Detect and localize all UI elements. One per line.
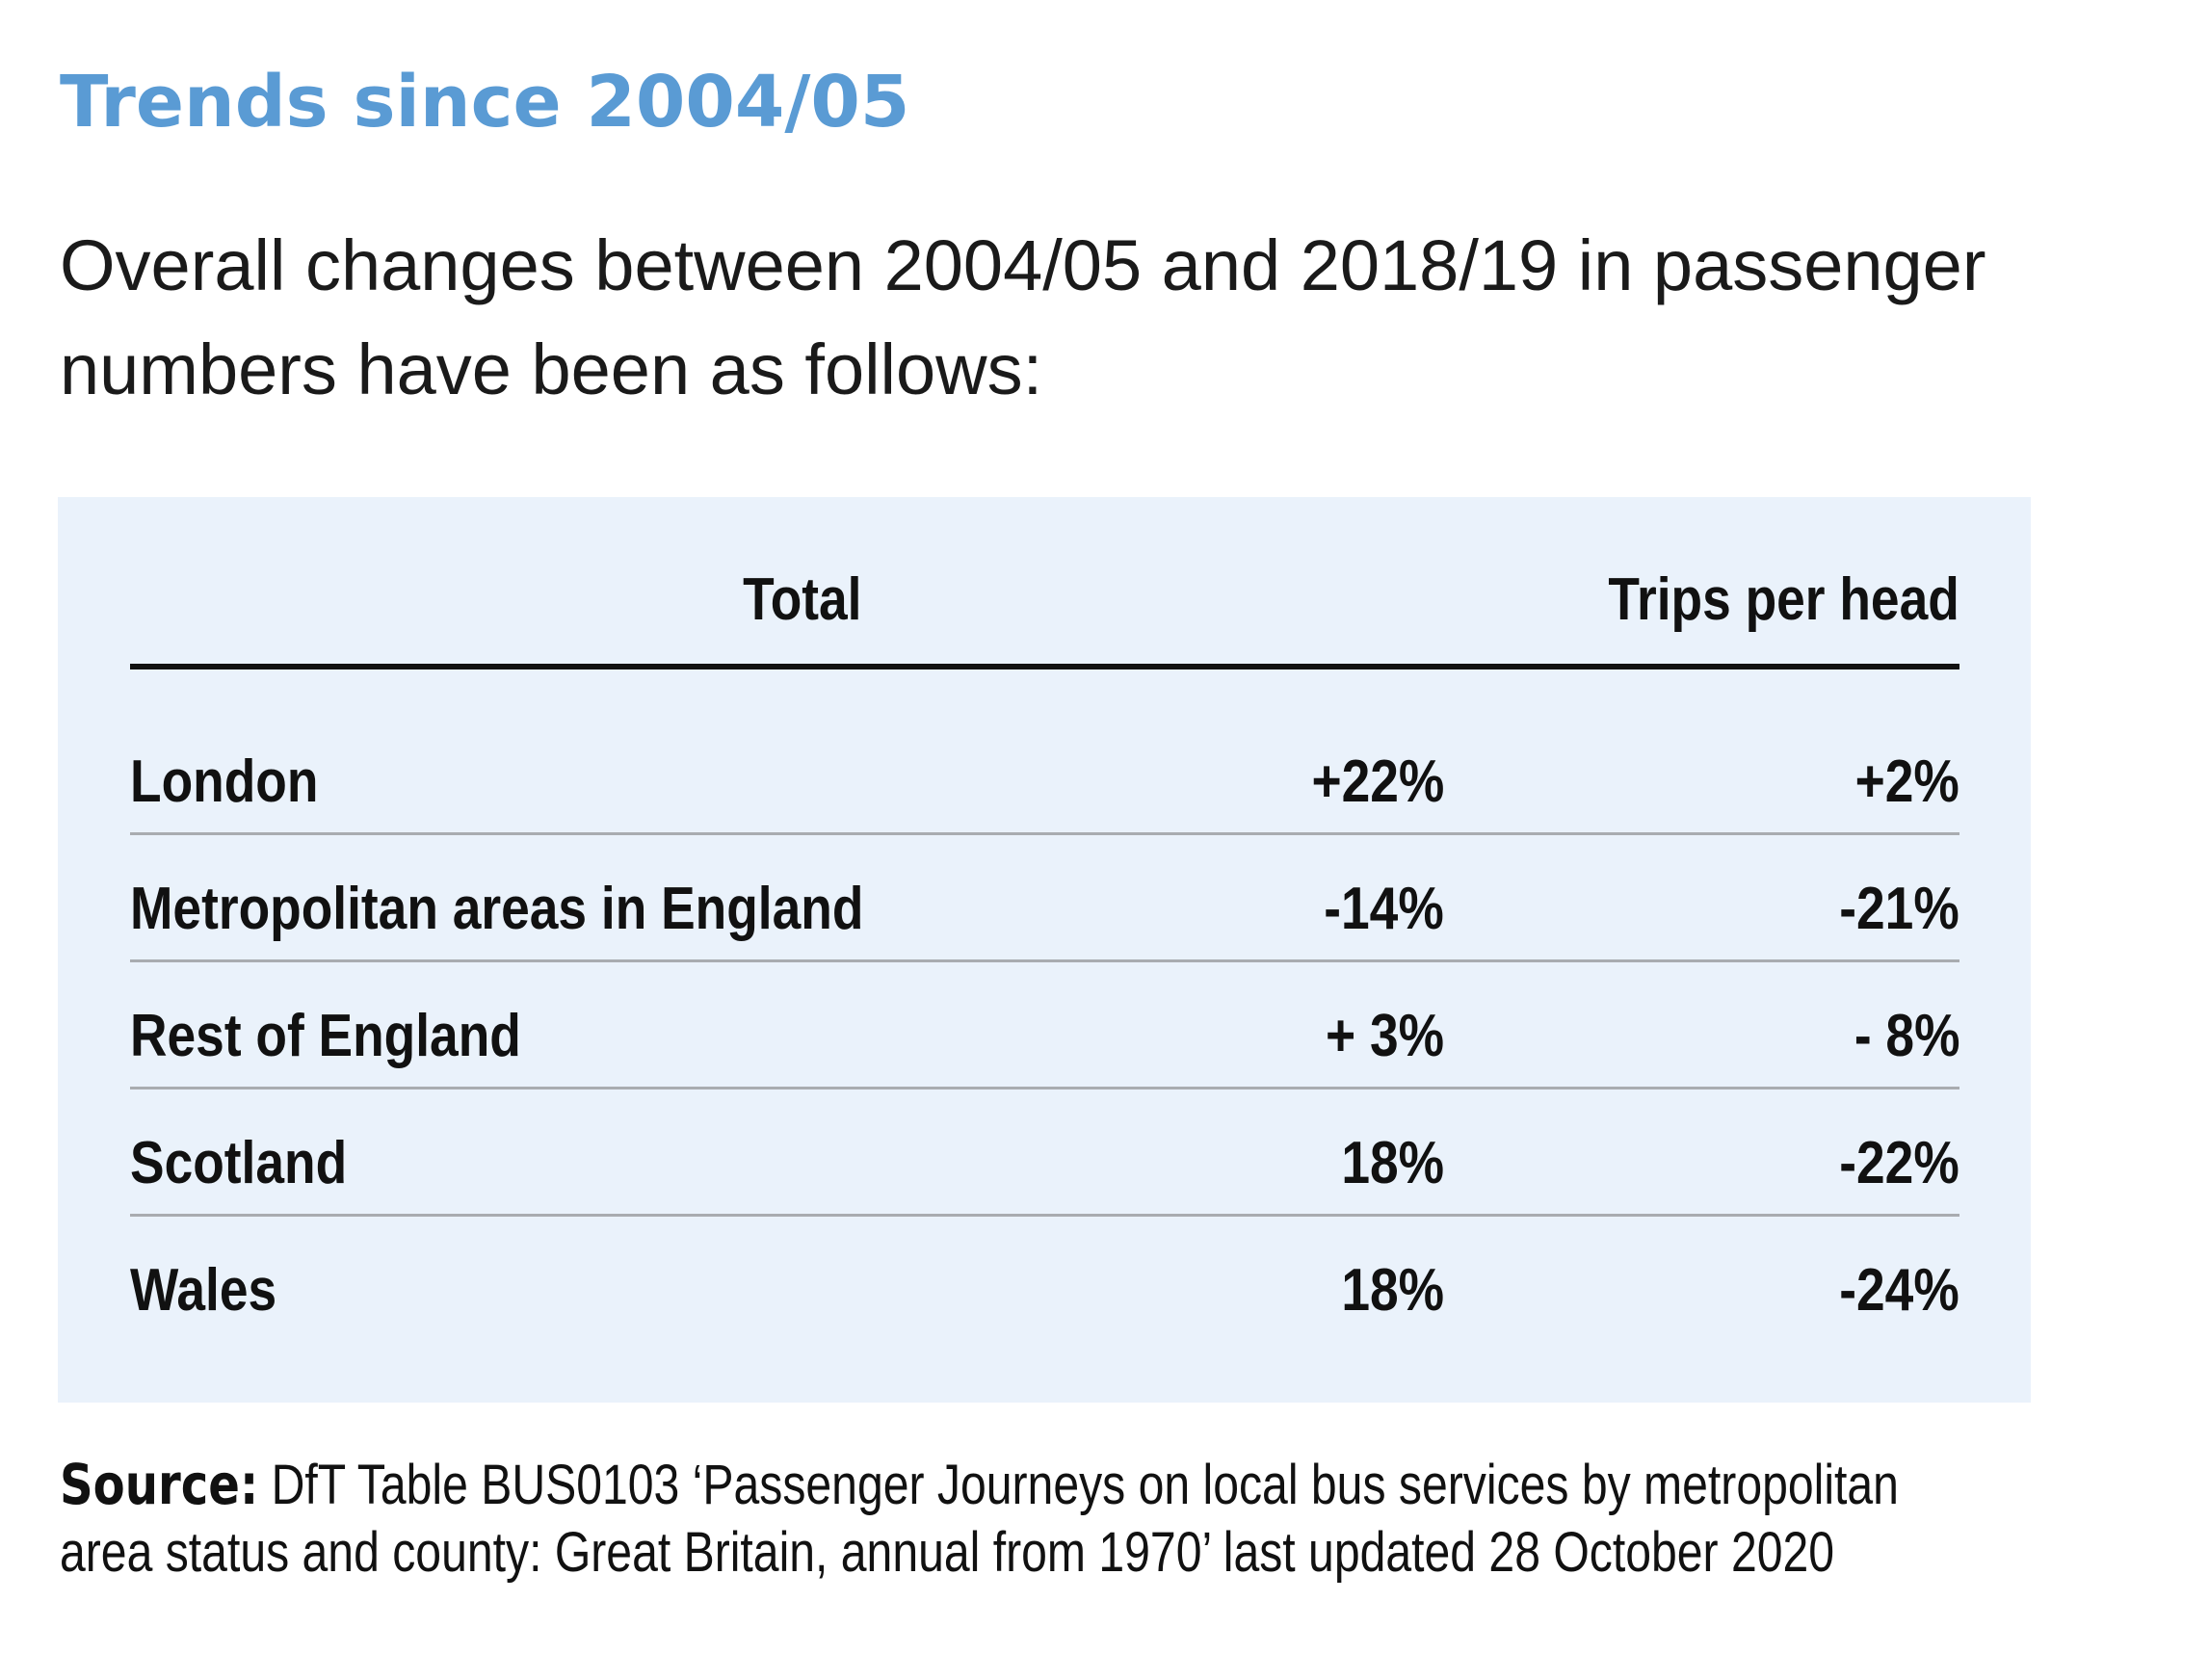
row-label: London bbox=[130, 748, 319, 815]
total-value: +22% bbox=[1311, 748, 1444, 815]
total-value: 18% bbox=[1341, 1257, 1444, 1324]
total-value: + 3% bbox=[1325, 1003, 1444, 1069]
table-row-rest-of-england: Rest of England + 3% - 8% bbox=[130, 962, 1959, 1089]
trips-per-head-value: - 8% bbox=[1854, 1003, 1959, 1069]
total-value: 18% bbox=[1341, 1130, 1444, 1196]
column-header-total: Total bbox=[742, 566, 861, 633]
row-label: Metropolitan areas in England bbox=[130, 876, 864, 942]
passenger-changes-table bbox=[58, 497, 2031, 1403]
section-heading: Trends since 2004/05 bbox=[60, 61, 910, 144]
row-label: Wales bbox=[130, 1257, 277, 1324]
table-row-scotland: Scotland 18% -22% bbox=[130, 1089, 1959, 1217]
trips-per-head-value: -22% bbox=[1839, 1130, 1959, 1196]
source-line-1: Source: DfT Table BUS0103 ‘Passenger Jou… bbox=[60, 1451, 1899, 1519]
source-label: Source: bbox=[60, 1452, 259, 1517]
intro-line-2: numbers have been as follows: bbox=[60, 329, 1043, 409]
total-value: -14% bbox=[1324, 876, 1444, 942]
table-row-metropolitan-areas: Metropolitan areas in England -14% -21% bbox=[130, 835, 1959, 962]
source-note: Source: DfT Table BUS0103 ‘Passenger Jou… bbox=[60, 1451, 2131, 1587]
source-line-2: area status and county: Great Britain, a… bbox=[60, 1521, 1835, 1584]
row-divider bbox=[130, 1087, 1959, 1089]
row-divider bbox=[130, 1214, 1959, 1217]
row-divider bbox=[130, 832, 1959, 835]
row-divider bbox=[130, 959, 1959, 962]
trips-per-head-value: -21% bbox=[1839, 876, 1959, 942]
header-rule bbox=[130, 664, 1959, 669]
source-text-1: DfT Table BUS0103 ‘Passenger Journeys on… bbox=[271, 1454, 1899, 1516]
row-label: Scotland bbox=[130, 1130, 348, 1196]
intro-line-1: Overall changes between 2004/05 and 2018… bbox=[60, 225, 1986, 305]
column-header-trips-per-head: Trips per head bbox=[1608, 566, 1959, 633]
trips-per-head-value: -24% bbox=[1839, 1257, 1959, 1324]
table-row-wales: Wales 18% -24% bbox=[130, 1217, 1959, 1344]
trips-per-head-value: +2% bbox=[1854, 748, 1959, 815]
row-label: Rest of England bbox=[130, 1003, 521, 1069]
intro-paragraph: Overall changes between 2004/05 and 2018… bbox=[60, 214, 2083, 422]
table-row-london: London +22% +2% bbox=[130, 708, 1959, 835]
